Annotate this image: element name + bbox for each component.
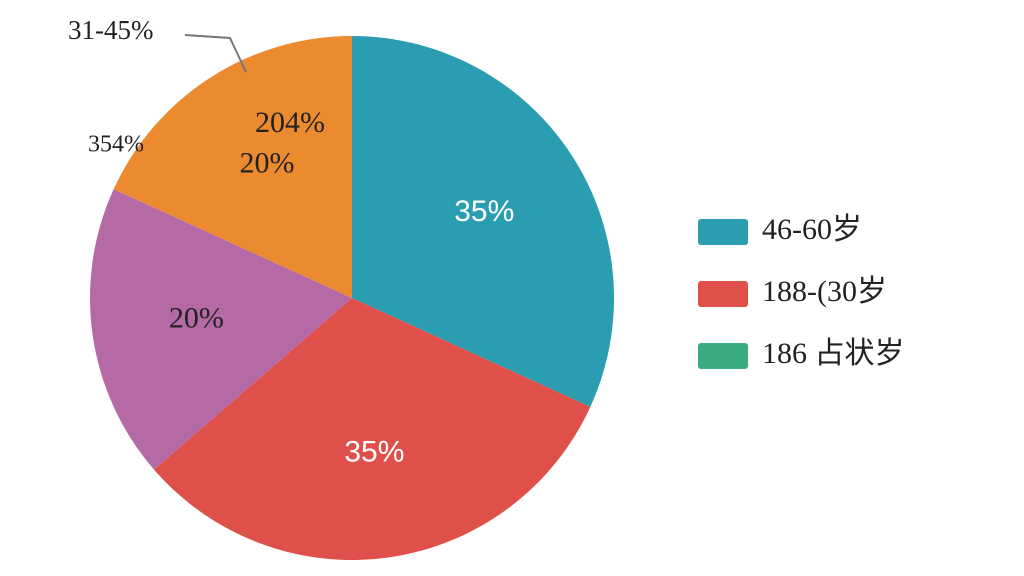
legend-swatch	[698, 343, 748, 369]
annotation: 354%	[88, 132, 144, 158]
pie-slice	[153, 298, 591, 561]
pie-slice	[113, 36, 352, 298]
slice-label: 35%	[344, 436, 404, 469]
pie-slice	[352, 36, 614, 407]
slice-label: 35%	[454, 195, 514, 228]
pie-slice	[89, 189, 352, 470]
legend-label: 188-(30岁	[762, 275, 887, 308]
legend-swatch	[698, 219, 748, 245]
legend-label: 46-60岁	[762, 213, 862, 246]
slice-label: 20%	[169, 301, 224, 334]
legend-swatch	[698, 281, 748, 307]
annotation: 204%	[255, 106, 325, 139]
pie: 35% 35% 20% 20%	[89, 36, 614, 561]
slice-label: 20%	[240, 147, 295, 180]
legend-label: 186 占状岁	[762, 337, 905, 370]
annotation: 31-45%	[68, 15, 153, 45]
leader-line	[184, 34, 247, 73]
legend: 46-60岁 188-(30岁 186 占状岁	[698, 213, 905, 370]
